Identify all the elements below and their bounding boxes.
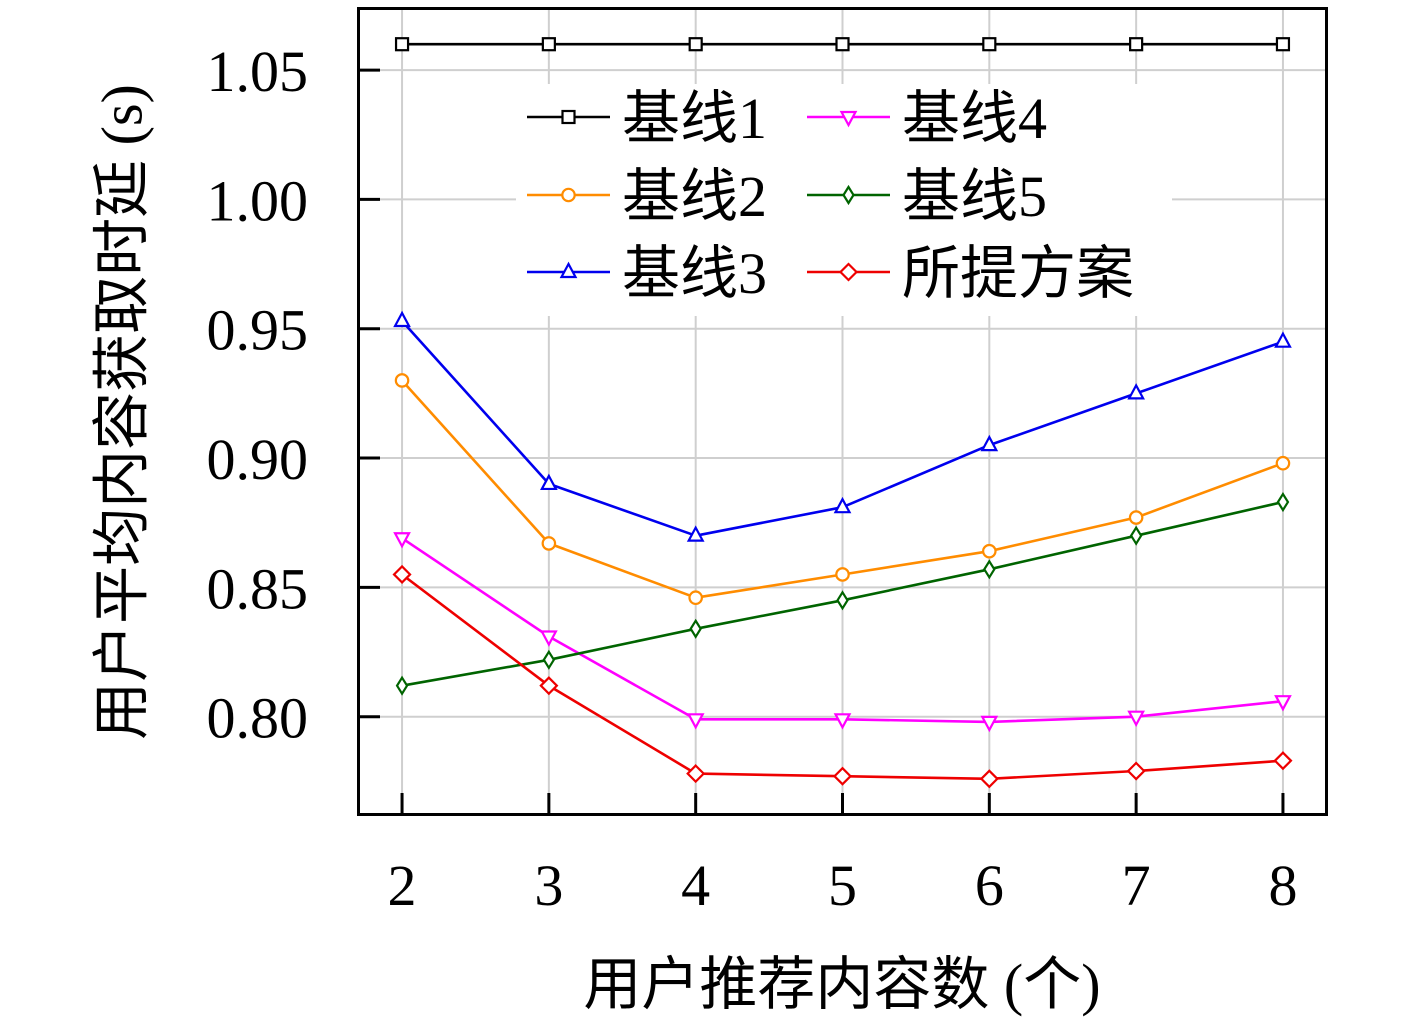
legend-item-6: 所提方案 [807,241,1134,306]
data-point-s5-x4 [689,618,702,639]
legend-item-4: 基线4 [807,86,1047,151]
x-tick-label-3: 5 [828,853,857,918]
data-point-s4-x6 [980,715,999,733]
data-point-s2-x4 [688,590,703,606]
x-tick-label-5: 7 [1122,853,1151,918]
data-point-s6-x2 [392,564,412,585]
legend-label-2: 基线2 [622,164,767,229]
y-tick-label-3: 0.95 [207,298,309,363]
legend-item-2: 基线2 [527,164,767,229]
data-point-s3-x3 [540,473,558,491]
data-point-s3-x5 [833,496,852,514]
legend-item-5: 基线5 [807,164,1047,229]
y-tick-labels: 0.80 0.85 0.90 0.95 1.00 1.05 [207,39,309,751]
series-2 [394,373,1291,606]
data-point-s4-x8 [1274,695,1292,712]
data-point-s1-x5 [835,37,850,52]
data-point-s1-x4 [688,37,703,52]
legend-marker-6 [838,262,859,282]
y-tick-label-2: 0.90 [207,427,309,492]
data-point-s2-x8 [1275,455,1291,471]
legend-label-4: 基线4 [902,86,1047,151]
legend-marker-3 [559,261,578,279]
data-point-s1-x6 [982,37,997,52]
legend-item-1: 基线1 [527,86,767,151]
legend-marker-5 [842,184,855,206]
data-point-s5-x3 [542,649,556,670]
data-point-s3-x8 [1274,331,1292,348]
data-point-s4-x5 [833,713,852,730]
x-axis-label: 用户推荐内容数 (个) [583,952,1100,1017]
legend-background [516,84,1172,316]
series-4 [393,532,1292,733]
legend-marker-1 [561,109,576,125]
x-tick-label-0: 2 [388,853,417,918]
data-point-s6-x7 [1126,761,1146,781]
data-point-s3-x7 [1127,383,1145,400]
data-point-s1-x8 [1275,37,1291,52]
series-6 [392,564,1293,789]
y-tick-label-4: 1.00 [207,168,309,233]
data-point-s5-x8 [1276,491,1290,513]
legend-marker-4 [839,110,858,128]
axis-ticks [358,68,1285,815]
data-point-s5-x7 [1129,525,1143,546]
legend-label-3: 基线3 [622,241,767,306]
data-point-s5-x2 [395,675,409,696]
legend: 基线1 基线2 基线3 基线4 基线5 所提方案 [516,84,1172,316]
data-point-s1-x3 [541,37,556,52]
data-point-s2-x3 [541,536,557,551]
data-point-s5-x6 [983,559,996,580]
y-axis-label: 用户平均内容获取时延 (s) [90,84,155,740]
legend-label-1: 基线1 [622,86,767,151]
x-tick-label-1: 3 [534,853,563,918]
data-point-s3-x6 [980,434,999,452]
data-point-s1-x7 [1129,37,1144,52]
series-3 [393,310,1292,542]
y-tick-label-5: 1.05 [207,39,309,104]
data-point-s3-x4 [686,525,705,542]
data-point-s4-x4 [686,713,705,730]
data-point-s4-x2 [393,532,411,549]
legend-marker-2 [561,187,576,203]
x-tick-label-6: 8 [1268,853,1297,918]
data-point-s2-x2 [394,373,410,388]
legend-item-3: 基线3 [527,241,767,306]
data-point-s3-x2 [393,310,411,328]
y-tick-label-1: 0.85 [207,556,309,621]
y-tick-label-0: 0.80 [207,686,309,751]
data-point-s6-x5 [832,766,853,786]
plot-series [392,37,1293,789]
legend-label-6: 所提方案 [902,241,1134,306]
legend-label-5: 基线5 [902,164,1047,229]
data-point-s2-x5 [835,567,850,582]
x-tick-label-2: 4 [681,853,710,918]
series-5 [395,491,1290,696]
data-point-s1-x2 [394,37,410,52]
data-point-s6-x4 [686,764,706,784]
data-point-s6-x6 [979,769,999,789]
data-point-s4-x7 [1127,710,1145,728]
data-point-s2-x6 [982,543,997,559]
data-point-s6-x8 [1273,751,1293,771]
data-point-s4-x3 [540,630,558,647]
data-point-s6-x3 [539,676,559,696]
x-tick-label-4: 6 [975,853,1004,918]
x-tick-labels: 2 3 4 5 6 7 8 [388,853,1298,918]
series-1 [394,37,1291,52]
data-point-s2-x7 [1128,510,1144,525]
data-point-s5-x5 [836,590,849,611]
